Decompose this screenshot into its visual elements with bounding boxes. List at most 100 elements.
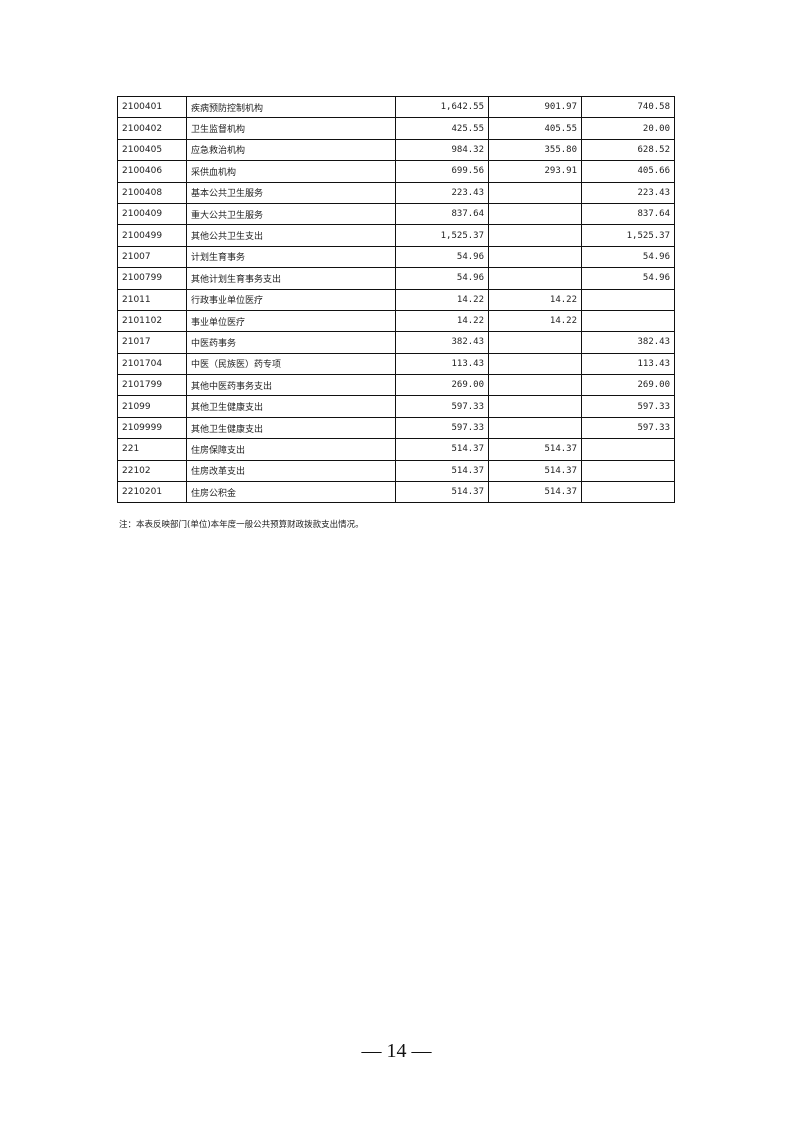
cell-name: 中医（民族医）药专项	[186, 352, 396, 376]
cell-code: 2101102	[117, 309, 187, 333]
cell-code: 221	[117, 438, 187, 461]
cell-basic: 514.37	[488, 481, 582, 504]
table-row: 2109999 其他卫生健康支出 597.33 597.33	[117, 416, 675, 440]
cell-code: 2100402	[117, 117, 187, 140]
cell-total: 14.22	[395, 309, 489, 333]
cell-total: 597.33	[395, 395, 489, 418]
cell-total: 54.96	[395, 245, 489, 269]
expenditure-table: 2100401 疾病预防控制机构 1,642.55 901.97 740.58 21004…	[117, 95, 675, 504]
cell-project: 269.00	[581, 374, 675, 397]
table-row: 2100405 应急救治机构 984.32 355.80 628.52	[117, 138, 675, 162]
cell-basic: 405.55	[488, 117, 582, 140]
cell-total: 514.37	[395, 438, 489, 461]
cell-code: 2210201	[117, 481, 187, 504]
cell-total: 269.00	[395, 374, 489, 397]
cell-basic: 514.37	[488, 438, 582, 461]
cell-code: 21017	[117, 331, 187, 354]
page-number: — 14 —	[361, 1040, 432, 1062]
cell-basic	[488, 395, 582, 418]
cell-code: 2101799	[117, 374, 187, 397]
cell-code: 2100499	[117, 224, 187, 247]
cell-code: 2100409	[117, 202, 187, 226]
cell-total: 514.37	[395, 459, 489, 483]
cell-name: 应急救治机构	[186, 138, 396, 162]
cell-name: 中医药事务	[186, 331, 396, 354]
cell-project: 20.00	[581, 117, 675, 140]
cell-total: 382.43	[395, 331, 489, 354]
cell-name: 其他公共卫生支出	[186, 224, 396, 247]
cell-basic	[488, 224, 582, 247]
cell-project: 597.33	[581, 395, 675, 418]
table-row: 21011 行政事业单位医疗 14.22 14.22	[117, 288, 675, 311]
cell-name: 事业单位医疗	[186, 309, 396, 333]
table-row: 2100402 卫生监督机构 425.55 405.55 20.00	[117, 117, 675, 140]
cell-code: 2100408	[117, 181, 187, 204]
cell-basic: 14.22	[488, 288, 582, 311]
cell-total: 113.43	[395, 352, 489, 376]
cell-name: 住房公积金	[186, 481, 396, 504]
table-row: 2100799 其他计划生育事务支出 54.96 54.96	[117, 267, 675, 290]
cell-project	[581, 459, 675, 483]
cell-basic	[488, 245, 582, 269]
cell-basic: 901.97	[488, 95, 582, 119]
cell-name: 其他卫生健康支出	[186, 416, 396, 440]
cell-basic: 355.80	[488, 138, 582, 162]
cell-basic	[488, 374, 582, 397]
table-row: 2100408 基本公共卫生服务 223.43 223.43	[117, 181, 675, 204]
cell-basic: 293.91	[488, 160, 582, 183]
cell-code: 2100406	[117, 160, 187, 183]
cell-total: 837.64	[395, 202, 489, 226]
cell-code: 2100799	[117, 267, 187, 290]
cell-project	[581, 288, 675, 311]
cell-basic	[488, 181, 582, 204]
cell-total: 1,525.37	[395, 224, 489, 247]
cell-name: 其他计划生育事务支出	[186, 267, 396, 290]
cell-total: 425.55	[395, 117, 489, 140]
table-row: 2100406 采供血机构 699.56 293.91 405.66	[117, 160, 675, 183]
table-row: 2100401 疾病预防控制机构 1,642.55 901.97 740.58	[117, 95, 675, 119]
cell-project: 740.58	[581, 95, 675, 119]
cell-name: 计划生育事务	[186, 245, 396, 269]
cell-project: 382.43	[581, 331, 675, 354]
cell-code: 21099	[117, 395, 187, 418]
cell-name: 住房改革支出	[186, 459, 396, 483]
cell-total: 984.32	[395, 138, 489, 162]
table-row: 2101102 事业单位医疗 14.22 14.22	[117, 309, 675, 333]
cell-name: 基本公共卫生服务	[186, 181, 396, 204]
cell-code: 2100401	[117, 95, 187, 119]
cell-project: 54.96	[581, 267, 675, 290]
cell-basic	[488, 416, 582, 440]
cell-code: 2109999	[117, 416, 187, 440]
cell-code: 21011	[117, 288, 187, 311]
cell-total: 514.37	[395, 481, 489, 504]
cell-project: 405.66	[581, 160, 675, 183]
cell-project: 628.52	[581, 138, 675, 162]
cell-name: 疾病预防控制机构	[186, 95, 396, 119]
cell-basic: 14.22	[488, 309, 582, 333]
table-row: 221 住房保障支出 514.37 514.37	[117, 438, 675, 461]
cell-basic	[488, 202, 582, 226]
table-row: 22102 住房改革支出 514.37 514.37	[117, 459, 675, 483]
cell-project	[581, 438, 675, 461]
cell-basic	[488, 352, 582, 376]
table-row: 21007 计划生育事务 54.96 54.96	[117, 245, 675, 269]
cell-basic: 514.37	[488, 459, 582, 483]
cell-total: 597.33	[395, 416, 489, 440]
cell-code: 2100405	[117, 138, 187, 162]
cell-name: 其他卫生健康支出	[186, 395, 396, 418]
table-note: 注：本表反映部门(单位)本年度一般公共预算财政拨款支出情况。	[119, 520, 364, 530]
cell-total: 223.43	[395, 181, 489, 204]
cell-basic	[488, 331, 582, 354]
cell-basic	[488, 267, 582, 290]
table-row: 2101799 其他中医药事务支出 269.00 269.00	[117, 374, 675, 397]
table-row: 2100409 重大公共卫生服务 837.64 837.64	[117, 202, 675, 226]
cell-project: 837.64	[581, 202, 675, 226]
cell-project: 223.43	[581, 181, 675, 204]
cell-project: 113.43	[581, 352, 675, 376]
cell-total: 699.56	[395, 160, 489, 183]
cell-code: 2101704	[117, 352, 187, 376]
cell-total: 1,642.55	[395, 95, 489, 119]
cell-code: 22102	[117, 459, 187, 483]
cell-project: 597.33	[581, 416, 675, 440]
table-row: 2101704 中医（民族医）药专项 113.43 113.43	[117, 352, 675, 376]
